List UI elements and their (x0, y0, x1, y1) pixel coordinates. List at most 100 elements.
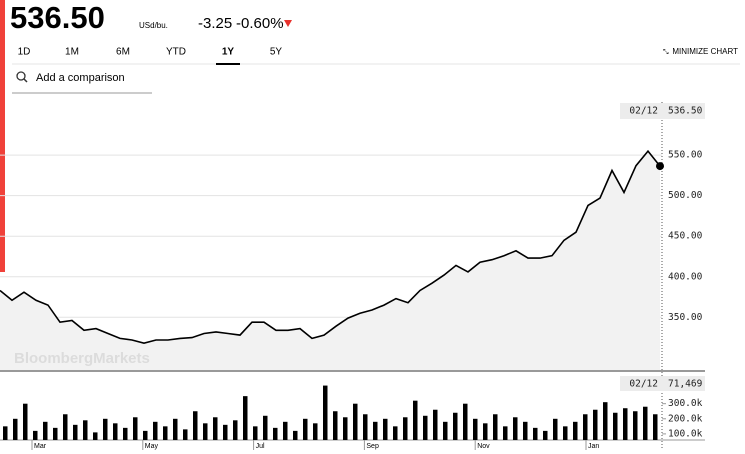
volume-bar (623, 408, 628, 440)
volume-bar (473, 418, 478, 440)
search-icon (16, 71, 26, 81)
volume-bar (173, 418, 178, 440)
volume-bar (163, 426, 168, 440)
volume-bar (403, 417, 408, 440)
volume-bar (23, 403, 28, 440)
down-arrow (284, 20, 292, 27)
volume-bar (363, 414, 368, 440)
price-area (0, 151, 660, 370)
volume-bar (263, 415, 268, 440)
y-tick-label: 300.0k (668, 398, 703, 409)
volume-bar (583, 414, 588, 440)
volume-bar (453, 412, 458, 440)
volume-bar (553, 418, 558, 440)
volume-bar (613, 412, 618, 440)
volume-bar (203, 423, 208, 440)
y-tick-label: 550.00 (668, 150, 703, 161)
volume-bar (153, 421, 158, 440)
volume-bar (303, 418, 308, 440)
volume-bar (653, 414, 658, 440)
last-label-bg (620, 376, 705, 391)
volume-bar (3, 426, 8, 440)
volume-bar (333, 411, 338, 440)
volume-bar (133, 417, 138, 440)
tab[interactable]: 1Y (222, 47, 235, 58)
volume-bar (493, 414, 498, 440)
tab[interactable]: 1M (65, 47, 79, 58)
last-date: 02/12 (629, 106, 658, 117)
x-tick-label: Nov (477, 443, 490, 450)
minimize-icon[interactable]: ⤡ (663, 49, 669, 56)
volume-bar (633, 411, 638, 440)
y-tick-label: 400.00 (668, 271, 703, 282)
volume-bar (253, 426, 258, 440)
volume-bar (643, 406, 648, 440)
price: 536.50 (10, 0, 105, 35)
volume-bar (223, 424, 228, 440)
volume-bar (213, 417, 218, 440)
volume-bar (193, 411, 198, 440)
volume-bar (463, 403, 468, 440)
volume-bar (233, 420, 238, 440)
price-line (0, 149, 661, 345)
volume-bar (113, 423, 118, 440)
y-tick-label: 200.0k (668, 413, 703, 424)
volume-bar (13, 418, 18, 440)
tab[interactable]: YTD (166, 47, 186, 58)
volume-bar (73, 424, 78, 440)
x-tick-label: Jan (588, 443, 599, 450)
tab[interactable]: 6M (116, 47, 130, 58)
watermark: BloombergMarkets (14, 350, 150, 367)
comparison-input[interactable]: Add a comparison (36, 72, 125, 84)
volume-bar (83, 420, 88, 440)
volume-bar (483, 423, 488, 440)
volume-bar (293, 430, 298, 440)
accent-bar (0, 0, 5, 272)
volume-bar (183, 429, 188, 440)
volume-bar (103, 418, 108, 440)
y-tick-label: 350.00 (668, 312, 703, 323)
x-tick-label: May (145, 443, 159, 450)
volume-bar (33, 430, 38, 440)
unit: USd/bu. (139, 21, 168, 30)
volume-bar (273, 427, 278, 440)
volume-bar (63, 414, 68, 440)
volume-bar (413, 400, 418, 440)
search-icon (23, 78, 28, 83)
volume-bar (283, 421, 288, 440)
volume-bar (383, 418, 388, 440)
volume-bar (323, 385, 328, 440)
volume-bar (393, 426, 398, 440)
volume-bar (523, 421, 528, 440)
x-tick-label: Jul (256, 443, 265, 450)
volume-bar (563, 426, 568, 440)
y-tick-label: 500.00 (668, 190, 703, 201)
last-price: 536.50 (668, 106, 703, 117)
change: -3.25 (198, 15, 232, 32)
volume-bar (533, 427, 538, 440)
volume-bar (373, 421, 378, 440)
y-tick-label: 100.0k (668, 428, 703, 439)
y-tick-label: 450.00 (668, 231, 703, 242)
volume-bar (53, 427, 58, 440)
volume-bar (313, 423, 318, 440)
volume-bar (603, 402, 608, 440)
volume-bar (123, 427, 128, 440)
volume-bar (503, 426, 508, 440)
last-point (656, 162, 664, 171)
volume-bar (423, 415, 428, 440)
volume-bar (243, 396, 248, 440)
tab[interactable]: 1D (18, 47, 31, 58)
volume-bar (433, 409, 438, 440)
volume-bar (353, 403, 358, 440)
x-tick-label: Mar (34, 443, 47, 450)
volume-bar (43, 421, 48, 440)
change-pct: -0.60% (236, 15, 284, 32)
minimize-chart[interactable]: MINIMIZE CHART (672, 47, 738, 56)
volume-bar (143, 430, 148, 440)
volume-bar (343, 417, 348, 440)
volume-bar (443, 421, 448, 440)
tab[interactable]: 5Y (270, 47, 283, 58)
